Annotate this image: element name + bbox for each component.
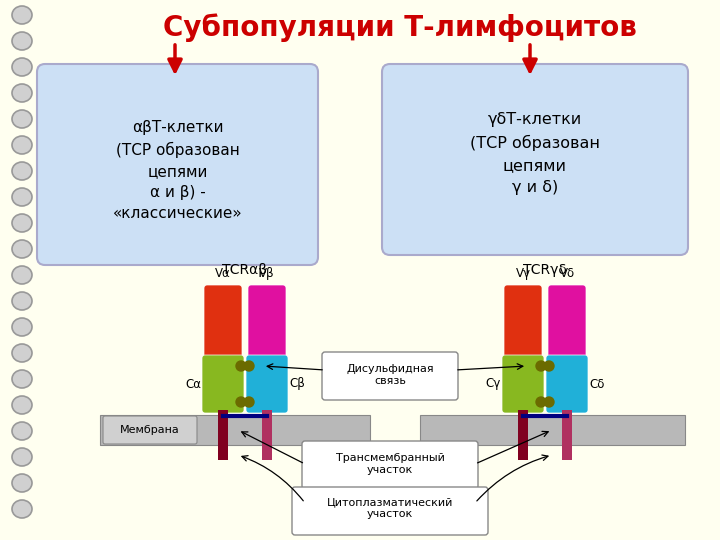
Text: Cα: Cα <box>185 377 201 390</box>
FancyBboxPatch shape <box>246 355 288 413</box>
Ellipse shape <box>12 110 32 128</box>
Circle shape <box>244 361 254 371</box>
Bar <box>262 410 272 460</box>
FancyBboxPatch shape <box>548 285 586 359</box>
FancyBboxPatch shape <box>248 285 286 359</box>
FancyBboxPatch shape <box>546 355 588 413</box>
FancyBboxPatch shape <box>322 352 458 400</box>
Circle shape <box>236 361 246 371</box>
Ellipse shape <box>12 396 32 414</box>
Text: γδТ-клетки
(ТСР образован
цепями
γ и δ): γδТ-клетки (ТСР образован цепями γ и δ) <box>470 112 600 195</box>
Text: Vα: Vα <box>215 267 231 280</box>
Bar <box>420 415 685 445</box>
Ellipse shape <box>12 344 32 362</box>
Ellipse shape <box>12 240 32 258</box>
Ellipse shape <box>12 266 32 284</box>
Ellipse shape <box>12 370 32 388</box>
Text: Субпопуляции Т-лимфоцитов: Субпопуляции Т-лимфоцитов <box>163 14 637 42</box>
Circle shape <box>236 397 246 407</box>
Bar <box>100 415 370 445</box>
FancyBboxPatch shape <box>103 416 197 444</box>
Ellipse shape <box>12 448 32 466</box>
FancyBboxPatch shape <box>504 285 542 359</box>
FancyBboxPatch shape <box>502 355 544 413</box>
Ellipse shape <box>12 292 32 310</box>
Bar <box>562 410 572 460</box>
Text: Vβ: Vβ <box>259 267 275 280</box>
Ellipse shape <box>12 474 32 492</box>
FancyBboxPatch shape <box>302 441 478 489</box>
Text: Цитоплазматический
участок: Цитоплазматический участок <box>327 497 453 519</box>
Text: αβТ-клетки
(ТСР образован
цепями
α и β) -
«классические»: αβТ-клетки (ТСР образован цепями α и β) … <box>113 120 243 221</box>
Bar <box>518 410 528 460</box>
FancyBboxPatch shape <box>204 285 242 359</box>
Bar <box>218 410 228 460</box>
Ellipse shape <box>12 500 32 518</box>
Circle shape <box>544 361 554 371</box>
Text: Cδ: Cδ <box>589 377 604 390</box>
Ellipse shape <box>12 32 32 50</box>
FancyBboxPatch shape <box>382 64 688 255</box>
Text: Vγ: Vγ <box>516 267 531 280</box>
Text: Vδ: Vδ <box>559 267 575 280</box>
FancyBboxPatch shape <box>37 64 318 265</box>
FancyBboxPatch shape <box>292 487 488 535</box>
Ellipse shape <box>12 136 32 154</box>
Ellipse shape <box>12 318 32 336</box>
Text: Мембрана: Мембрана <box>120 425 180 435</box>
Ellipse shape <box>12 162 32 180</box>
FancyBboxPatch shape <box>202 355 244 413</box>
Text: Дисульфидная
связь: Дисульфидная связь <box>346 364 434 386</box>
Circle shape <box>536 397 546 407</box>
Ellipse shape <box>12 58 32 76</box>
Text: TCRαβ: TCRαβ <box>222 263 268 277</box>
Circle shape <box>536 361 546 371</box>
Circle shape <box>244 397 254 407</box>
Ellipse shape <box>12 422 32 440</box>
Ellipse shape <box>12 214 32 232</box>
Ellipse shape <box>12 188 32 206</box>
Text: Cγ: Cγ <box>485 377 501 390</box>
Text: TCRγδ: TCRγδ <box>523 263 567 277</box>
Text: Трансмембранный
участок: Трансмембранный участок <box>336 453 444 475</box>
Circle shape <box>544 397 554 407</box>
Ellipse shape <box>12 6 32 24</box>
Text: Cβ: Cβ <box>289 377 305 390</box>
Ellipse shape <box>12 84 32 102</box>
